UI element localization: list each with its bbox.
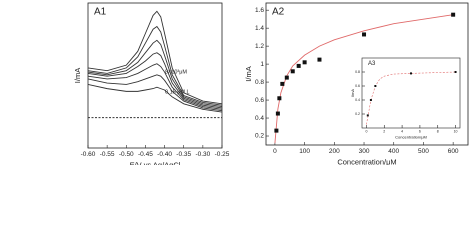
x-axis-label: Concentration/μM	[395, 134, 427, 139]
x-tick-label: 600	[448, 148, 459, 155]
curve	[87, 25, 223, 106]
y-axis-label: I/mA	[350, 89, 355, 98]
data-point	[275, 111, 280, 116]
data-point	[454, 71, 457, 73]
y-tick-label: 0.8	[355, 70, 360, 74]
data-point	[369, 99, 372, 101]
curve	[87, 10, 223, 105]
y-tick-label: 0.2	[355, 112, 360, 116]
data-point	[296, 63, 301, 68]
x-tick-label: 500	[418, 148, 429, 155]
x-tick-label: 6	[419, 129, 421, 133]
figure: -0.60 -0.55 -0.50 -0.45 -0.40 -0.35 -0.30 -0.25…	[73, 2, 469, 165]
y-tick-label: 0.6	[355, 84, 360, 88]
y-tick-label: 1.4	[255, 25, 264, 32]
y-tick-label: 1.6	[255, 7, 264, 14]
x-tick-label: -0.45	[138, 151, 153, 158]
data-point	[366, 114, 369, 117]
x-tick-label: -0.60	[81, 151, 96, 158]
x-tick-label: -0.30	[195, 151, 210, 158]
y-tick-label: 1.2	[255, 43, 264, 50]
data-point	[280, 81, 285, 86]
x-axis-label: Concentration/μM	[337, 157, 396, 165]
data-point	[277, 96, 282, 101]
x-tick-label: -0.55	[100, 151, 115, 158]
annotation: 8×10³μM	[165, 69, 187, 75]
x-axis-label: E/V vs Ag/AgCl	[130, 160, 181, 165]
x-tick-label: -0.35	[176, 151, 191, 158]
x-tick-label: 300	[359, 148, 370, 155]
curve	[87, 74, 223, 112]
data-point	[290, 69, 295, 74]
curve	[366, 71, 456, 125]
y-axis-label: I/mA	[73, 68, 82, 83]
panel-title: A1	[94, 7, 107, 18]
data-point	[410, 72, 412, 75]
curve	[87, 52, 223, 109]
y-tick-label: 0.6	[255, 97, 264, 104]
y-tick-label: 1	[260, 61, 264, 68]
data-point	[451, 12, 456, 17]
plot-frame	[361, 57, 461, 129]
data-point	[362, 32, 367, 37]
y-tick-label: 0.4	[355, 98, 360, 102]
x-tick-label: 100	[299, 148, 310, 155]
x-tick-label: -0.25	[215, 151, 230, 158]
x-tick-label: 8	[437, 129, 439, 133]
curve	[87, 39, 223, 108]
x-tick-label: 200	[329, 148, 340, 155]
x-tick-label: 0	[273, 148, 277, 155]
panel-title: A3	[368, 61, 376, 67]
data-point	[374, 85, 377, 87]
data-point	[284, 75, 289, 80]
x-tick-label: 2	[383, 129, 385, 133]
x-tick-label: 4	[401, 129, 403, 133]
data-point	[302, 60, 307, 65]
data-point	[317, 57, 322, 62]
data-point	[274, 128, 279, 133]
y-tick-label: 0.2	[255, 133, 264, 140]
x-tick-label: 10	[454, 129, 458, 133]
panel-title: A2	[272, 7, 285, 18]
curve	[87, 84, 223, 113]
x-tick-label: -0.50	[119, 151, 134, 158]
x-tick-label: 400	[388, 148, 399, 155]
curve	[274, 14, 454, 144]
y-tick-label: 0.4	[255, 115, 264, 122]
x-tick-label: 0	[365, 129, 367, 133]
y-axis-label: I/mA	[244, 66, 253, 81]
y-tick-label: 0.8	[255, 79, 264, 86]
curve	[87, 63, 223, 110]
x-tick-label: -0.40	[157, 151, 172, 158]
